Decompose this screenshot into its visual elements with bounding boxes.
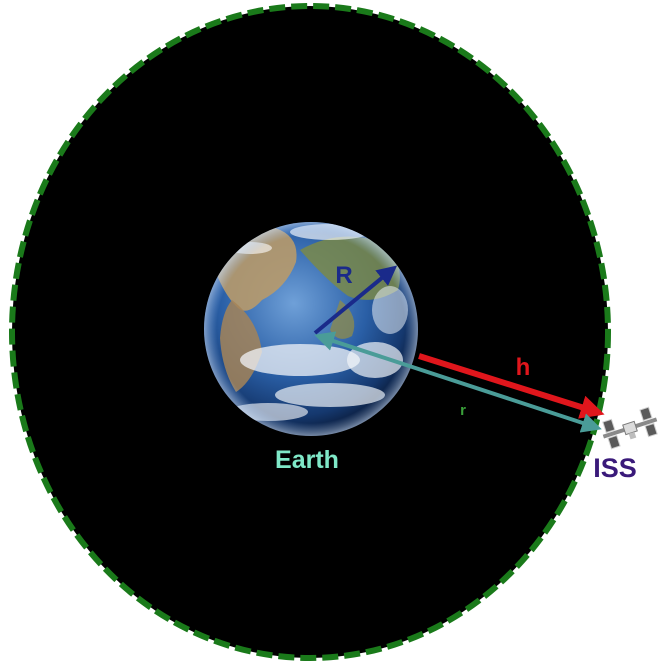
space-station-icon	[602, 406, 658, 450]
orbit-radius-label: r	[460, 402, 466, 419]
orbit-radius-arrow	[314, 331, 602, 433]
earth-globe-icon	[204, 222, 418, 436]
altitude-label: h	[516, 354, 531, 381]
earth-radius-arrow	[313, 265, 398, 335]
iss-label: ISS	[593, 453, 637, 483]
iss-orbit-path	[9, 3, 611, 661]
earth-label: Earth	[275, 446, 339, 474]
earth-radius-label: R	[335, 262, 352, 289]
